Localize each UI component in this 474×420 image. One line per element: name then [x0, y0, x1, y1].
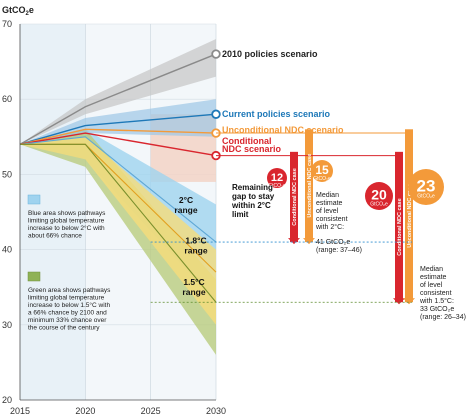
remaining-gap-text: Remaining gap to stay within 2°C limit: [231, 183, 275, 219]
gap-value-number: 20: [371, 187, 387, 203]
series-line-conditional-ndc-scenario: [19, 132, 217, 157]
gap-bar-label: Conditional NDC case: [397, 198, 403, 255]
green-area-note: Green area shows pathways limiting global…: [28, 287, 111, 332]
gap-value-circle: [408, 169, 444, 205]
gap-bar-label: Unconditional NDC case: [407, 184, 413, 248]
x-tick-label: 2030: [206, 406, 226, 416]
gap-bar-label: Unconditional NDC case: [307, 154, 313, 218]
x-tick-label: 2020: [75, 406, 95, 416]
range-18c-label: 1.8°C range: [184, 236, 207, 256]
gap-value-circle: [365, 182, 393, 210]
gap-bar-arrow: [288, 238, 300, 245]
median-15c-text: Median estimate of level consistent with 1.5…: [419, 266, 454, 305]
endpoint-marker: [211, 49, 221, 59]
gap-value-number: 15: [315, 163, 329, 177]
blue-area-swatch: [27, 194, 41, 205]
series-line-2-c-range: [19, 136, 217, 243]
y-tick-label: 70: [2, 19, 12, 29]
y-tick-label: 50: [2, 169, 12, 179]
median-2c-value: 41 GtCO₂e: [316, 239, 350, 246]
gap-bar: [405, 129, 413, 303]
gap-bar: [305, 129, 313, 243]
range-15c-label: 1.5°C range: [182, 277, 205, 297]
gap-bar-label: Conditional NDC case: [292, 168, 298, 225]
scenario-label: Unconditional NDC scenario: [222, 125, 344, 135]
gap-bar-arrow: [393, 298, 405, 305]
band-2010-policies-scenario: [20, 39, 216, 145]
gap-value-unit: GtCO₂e: [370, 202, 388, 208]
median-2c-text: Median estimate of level consistent with 2°C…: [315, 192, 348, 231]
gap-value-circle: [311, 160, 333, 182]
gap-value-unit: GtCO₂e: [313, 176, 331, 182]
gap-value-unit: GtCO₂e: [268, 183, 286, 189]
gap-value-number: 12: [271, 172, 283, 184]
y-tick-label: 30: [2, 320, 12, 330]
series-line-2010-policies-scenario: [19, 53, 217, 145]
gap-value-unit: GtCO₂e: [417, 193, 435, 199]
median-2c-range: (range: 37–46): [316, 247, 362, 254]
y-tick-label: 20: [2, 395, 12, 405]
band-1-8-c-range: [20, 136, 216, 325]
gap-bar-arrow: [303, 238, 315, 245]
x-tick-label: 2025: [141, 406, 161, 416]
y-axis-title: GtCO2e: [2, 5, 34, 17]
series-line-unconditional-ndc-scenario: [19, 128, 217, 146]
plot-background-historic: [20, 24, 86, 400]
scenario-label: Current policies scenario: [222, 109, 331, 119]
scenario-label: Conditional NDC scenario: [222, 136, 282, 154]
blue-area-note: Blue area shows pathways limiting global …: [28, 210, 106, 240]
range-2c-label: 2°C range: [174, 195, 197, 215]
y-tick-label: 60: [2, 94, 12, 104]
series-line-current-policies-scenario: [19, 113, 217, 145]
gap-value-circle: [267, 168, 287, 188]
y-tick-label: 40: [2, 245, 12, 255]
gap-bar: [290, 151, 298, 243]
median-15c-value: 33 GtCO₂e: [420, 306, 454, 313]
gap-bar: [395, 151, 403, 303]
gap-value-number: 23: [417, 176, 436, 195]
endpoint-marker: [211, 109, 221, 119]
x-tick-label: 2015: [10, 406, 30, 416]
green-area-swatch: [27, 271, 41, 282]
median-15c-range: (range: 26–34): [420, 314, 466, 321]
series-line-1-5-c-range: [20, 143, 217, 303]
scenario-label: 2010 policies scenario: [222, 49, 318, 59]
gap-bar-arrow: [403, 298, 415, 305]
